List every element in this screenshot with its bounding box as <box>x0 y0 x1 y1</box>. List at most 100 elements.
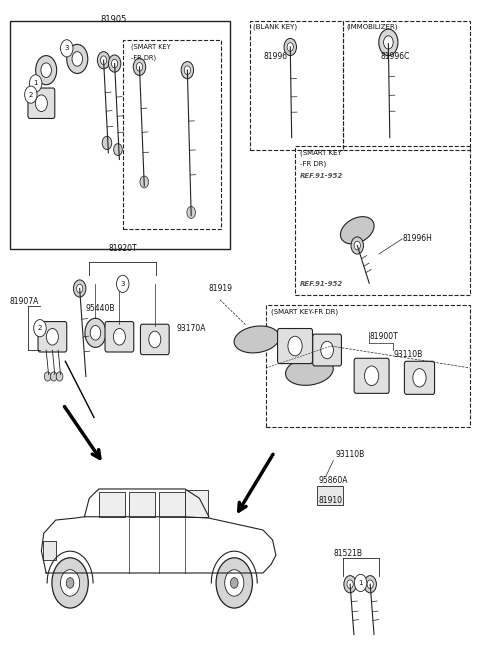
Circle shape <box>216 558 252 608</box>
Circle shape <box>384 36 393 49</box>
Text: 95440B: 95440B <box>86 304 115 313</box>
Circle shape <box>284 38 297 56</box>
Polygon shape <box>234 326 279 353</box>
Text: 81996: 81996 <box>264 52 288 61</box>
Text: 81996C: 81996C <box>381 52 410 61</box>
Circle shape <box>187 206 195 218</box>
Bar <box>158 491 185 516</box>
Circle shape <box>364 366 379 386</box>
Text: 93110B: 93110B <box>336 450 365 459</box>
Text: 3: 3 <box>64 45 69 51</box>
Circle shape <box>102 137 112 150</box>
Circle shape <box>288 336 302 356</box>
Circle shape <box>347 580 353 589</box>
Circle shape <box>36 56 57 85</box>
Bar <box>343 21 470 150</box>
Text: (SMART KEY: (SMART KEY <box>132 44 171 50</box>
Circle shape <box>230 577 238 588</box>
Circle shape <box>24 86 37 103</box>
Bar <box>10 21 230 249</box>
Circle shape <box>73 280 86 297</box>
Circle shape <box>90 326 101 340</box>
Text: 93110B: 93110B <box>393 350 422 359</box>
FancyBboxPatch shape <box>354 358 389 393</box>
Text: 3: 3 <box>120 281 125 287</box>
FancyBboxPatch shape <box>105 322 134 352</box>
Circle shape <box>100 56 107 64</box>
Text: 93170A: 93170A <box>177 324 206 333</box>
Circle shape <box>413 369 426 387</box>
Bar <box>99 491 125 516</box>
Circle shape <box>47 328 59 345</box>
Text: 1: 1 <box>359 580 363 586</box>
Text: 81910: 81910 <box>319 496 343 505</box>
FancyBboxPatch shape <box>277 329 312 363</box>
Text: 81900T: 81900T <box>369 332 398 341</box>
Circle shape <box>29 75 42 92</box>
Text: 81907A: 81907A <box>9 298 39 306</box>
Circle shape <box>385 39 392 48</box>
Circle shape <box>225 570 244 596</box>
Polygon shape <box>340 217 374 244</box>
Circle shape <box>111 59 118 68</box>
Text: 1: 1 <box>34 80 38 86</box>
Circle shape <box>52 558 88 608</box>
Text: 81996H: 81996H <box>403 235 432 243</box>
Text: (SMART KEY-FR DR): (SMART KEY-FR DR) <box>271 308 338 315</box>
Circle shape <box>344 575 356 593</box>
FancyBboxPatch shape <box>28 88 55 119</box>
Text: 2: 2 <box>29 91 33 97</box>
Circle shape <box>36 95 48 111</box>
Text: (IMMOBILIZER): (IMMOBILIZER) <box>347 24 398 30</box>
Text: -FR DR): -FR DR) <box>132 55 156 62</box>
Circle shape <box>41 63 51 78</box>
Text: 81919: 81919 <box>209 284 233 293</box>
Bar <box>295 147 470 295</box>
Circle shape <box>67 44 88 74</box>
Bar <box>185 490 208 516</box>
Circle shape <box>108 55 121 72</box>
Circle shape <box>117 275 129 292</box>
Circle shape <box>133 58 146 76</box>
Circle shape <box>56 372 63 381</box>
Circle shape <box>140 176 149 188</box>
Bar <box>317 487 343 505</box>
FancyBboxPatch shape <box>405 361 434 394</box>
Polygon shape <box>286 357 333 385</box>
Polygon shape <box>41 516 276 573</box>
Circle shape <box>184 66 191 74</box>
FancyBboxPatch shape <box>38 322 67 352</box>
Circle shape <box>85 318 106 347</box>
Circle shape <box>44 372 51 381</box>
Circle shape <box>66 577 74 588</box>
Text: REF.91-952: REF.91-952 <box>300 173 343 179</box>
Circle shape <box>379 29 398 56</box>
FancyBboxPatch shape <box>141 324 169 355</box>
Circle shape <box>136 62 143 71</box>
Text: -FR DR): -FR DR) <box>300 161 326 167</box>
Circle shape <box>114 144 122 156</box>
Circle shape <box>34 320 46 337</box>
Text: 2: 2 <box>38 325 42 332</box>
Circle shape <box>364 575 376 593</box>
Text: 95860A: 95860A <box>319 476 348 485</box>
Circle shape <box>60 570 80 596</box>
Bar <box>266 305 470 428</box>
Circle shape <box>351 237 363 254</box>
Circle shape <box>287 42 293 51</box>
Circle shape <box>382 35 395 52</box>
Text: (SMART KEY: (SMART KEY <box>300 150 342 156</box>
Text: 81920T: 81920T <box>108 245 137 253</box>
Circle shape <box>76 284 83 293</box>
Circle shape <box>181 62 193 79</box>
Text: 81905: 81905 <box>100 15 126 25</box>
Circle shape <box>60 40 73 57</box>
Bar <box>129 491 156 516</box>
Circle shape <box>50 372 57 381</box>
Text: (BLANK KEY): (BLANK KEY) <box>253 24 298 30</box>
Text: REF.91-952: REF.91-952 <box>300 281 343 287</box>
Circle shape <box>354 241 360 250</box>
Circle shape <box>113 328 125 345</box>
Bar <box>250 21 343 150</box>
Circle shape <box>149 331 161 347</box>
